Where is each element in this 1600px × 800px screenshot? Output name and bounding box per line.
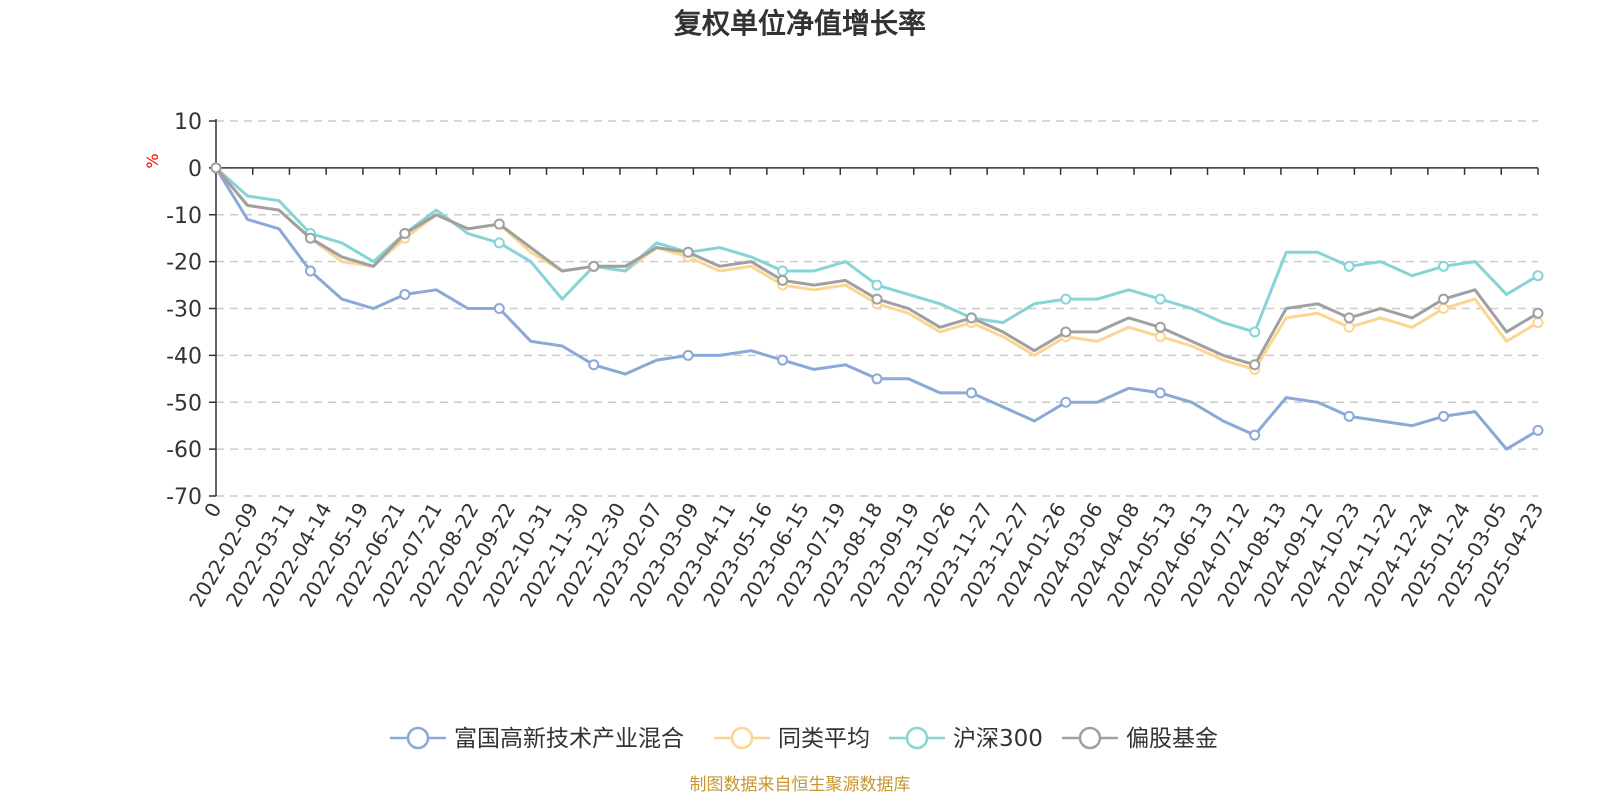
y-axis-unit: % (143, 153, 162, 168)
data-point (1060, 326, 1072, 338)
data-point (304, 232, 316, 244)
y-tick-label: -40 (166, 344, 202, 369)
source-note: 制图数据来自恒生聚源数据库 (690, 775, 911, 795)
data-point (399, 228, 411, 239)
data-point (493, 218, 505, 230)
data-point (1249, 326, 1261, 338)
data-point (871, 293, 883, 305)
x-tick-label: 0 (199, 499, 226, 522)
data-point (871, 279, 883, 291)
data-point (1438, 303, 1450, 314)
data-point (1438, 410, 1450, 422)
legend-label: 沪深300 (953, 726, 1043, 752)
y-tick-label: -60 (166, 438, 202, 463)
legend-label: 同类平均 (778, 726, 870, 752)
data-point (1154, 321, 1166, 333)
legend-marker (730, 726, 754, 750)
y-tick-label: -50 (166, 391, 202, 416)
data-point (493, 237, 505, 249)
data-point (777, 274, 789, 286)
series-line (214, 166, 1539, 367)
legend-marker (905, 726, 929, 750)
data-point (588, 260, 600, 272)
data-point (1532, 270, 1544, 282)
data-point (777, 354, 789, 366)
data-point (1343, 410, 1355, 422)
series-line (214, 166, 1539, 371)
y-tick-label: -30 (166, 298, 202, 323)
data-point (1532, 317, 1544, 329)
data-point (210, 162, 222, 174)
legend-label: 富国高新技术产业混合 (454, 726, 684, 752)
data-point (1532, 424, 1544, 436)
data-point (1438, 293, 1450, 305)
data-point (1343, 260, 1355, 272)
legend-label: 偏股基金 (1126, 726, 1218, 752)
data-point (965, 312, 977, 324)
data-point (871, 373, 883, 385)
data-point (1438, 260, 1450, 272)
data-point (1154, 293, 1166, 305)
data-point (965, 387, 977, 399)
data-point (304, 265, 316, 277)
chart-title: 复权单位净值增长率 (674, 7, 926, 40)
data-point (1154, 387, 1166, 399)
legend-marker (406, 726, 430, 750)
y-tick-label: -10 (166, 204, 202, 229)
x-axis-ticks: 02022-02-092022-03-112022-04-142022-05-1… (184, 167, 1548, 611)
data-point (1060, 293, 1072, 305)
legend-marker (1078, 726, 1102, 750)
y-tick-label: -70 (166, 485, 202, 510)
data-point (399, 288, 411, 300)
data-point (588, 359, 600, 371)
data-point (1249, 429, 1261, 441)
data-point (493, 303, 505, 314)
data-point (682, 246, 694, 258)
data-point (1060, 396, 1072, 408)
data-point (1343, 321, 1355, 333)
data-point (1532, 307, 1544, 319)
y-axis-ticks: 10 0 -10 -20 -30 -40 -50 -60 -70 (166, 110, 216, 510)
y-tick-label: 10 (174, 110, 202, 135)
series-lines (210, 162, 1544, 451)
data-point (777, 265, 789, 277)
data-point (682, 349, 694, 361)
y-tick-label: 0 (188, 157, 202, 182)
legend: 富国高新技术产业混合 同类平均 沪深300 偏股基金 (390, 726, 1218, 752)
data-point (1343, 312, 1355, 324)
y-tick-label: -20 (166, 251, 202, 276)
data-point (1154, 331, 1166, 343)
data-point (1249, 359, 1261, 371)
